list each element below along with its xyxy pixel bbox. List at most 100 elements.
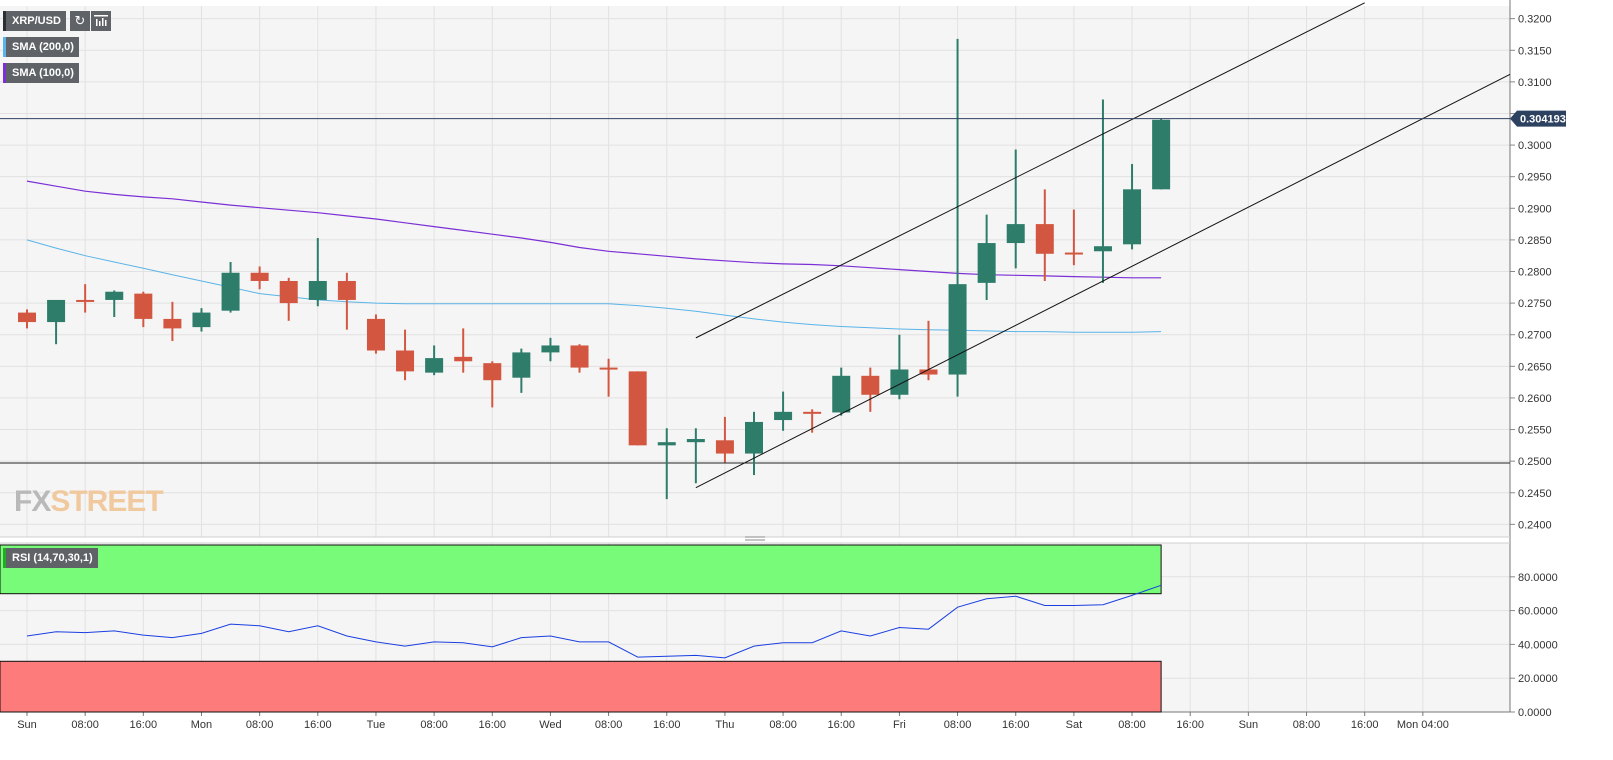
x-tick-label: Fri xyxy=(893,719,906,731)
candle-body xyxy=(977,243,996,283)
x-tick-label: 16:00 xyxy=(1176,719,1204,731)
candle-body xyxy=(192,312,211,328)
candle xyxy=(337,272,356,330)
rsi-oversold-zone xyxy=(0,660,1162,713)
candle-body xyxy=(890,369,909,395)
candle-body xyxy=(861,375,880,395)
rsi-legend[interactable]: RSI (14,70,30,1) xyxy=(3,548,98,568)
candle-body xyxy=(221,272,240,311)
watermark-street: STREET xyxy=(50,485,163,518)
candle xyxy=(599,358,618,397)
y-tick-label: 0.2850 xyxy=(1518,235,1552,247)
candle-body xyxy=(163,318,182,329)
sma200-legend[interactable]: SMA (200,0) xyxy=(3,37,79,57)
candle xyxy=(1093,99,1112,283)
channel-lower-line xyxy=(695,73,1511,489)
fxstreet-watermark: FXSTREET xyxy=(14,485,164,519)
x-tick-label: Sun xyxy=(1239,719,1259,731)
candle xyxy=(163,301,182,342)
x-tick-label: 16:00 xyxy=(653,719,681,731)
rsi-label: RSI (14,70,30,1) xyxy=(12,552,93,564)
candle-body xyxy=(948,284,967,375)
x-tick-label: 16:00 xyxy=(1002,719,1030,731)
y-tick-label: 0.2500 xyxy=(1518,456,1552,468)
candle-body xyxy=(105,291,124,300)
x-tick-label: 08:00 xyxy=(71,719,99,731)
candle xyxy=(570,344,589,373)
candle xyxy=(279,277,298,321)
y-tick-label: 0.2400 xyxy=(1518,519,1552,531)
y-tick-label: 0.2550 xyxy=(1518,425,1552,437)
x-tick-label: Sat xyxy=(1066,719,1083,731)
bar-style-button[interactable] xyxy=(91,11,111,31)
rsi-y-tick-label: 40.0000 xyxy=(1518,639,1558,651)
axis-bg xyxy=(1510,0,1613,760)
rsi-y-tick-label: 60.0000 xyxy=(1518,606,1558,618)
candle-body xyxy=(425,358,444,373)
candle xyxy=(18,309,36,329)
candle-body xyxy=(541,345,560,353)
candle-body xyxy=(1123,189,1142,245)
last-price-label: 0.304193 xyxy=(1520,114,1566,126)
candle xyxy=(1123,164,1142,250)
candle-body xyxy=(1064,252,1083,255)
rsi-y-tick-label: 80.0000 xyxy=(1518,572,1558,584)
candle xyxy=(686,428,705,484)
y-tick-label: 0.2600 xyxy=(1518,393,1552,405)
rsi-line xyxy=(26,584,1162,659)
candle xyxy=(192,308,211,332)
candle xyxy=(1064,209,1083,266)
x-tick-label: 08:00 xyxy=(769,719,797,731)
symbol-legend[interactable]: XRP/USD xyxy=(3,11,66,31)
sma100-legend[interactable]: SMA (100,0) xyxy=(3,63,79,83)
candle xyxy=(134,291,153,328)
watermark-fx: FX xyxy=(14,485,51,518)
candle-body xyxy=(512,352,531,378)
x-tick-label: 16:00 xyxy=(1351,719,1379,731)
candle-body xyxy=(18,312,36,323)
candle xyxy=(774,391,793,431)
candle-body xyxy=(76,299,95,302)
candle-body xyxy=(570,345,589,368)
candle xyxy=(919,320,938,381)
candle xyxy=(977,214,996,300)
y-tick-label: 0.3100 xyxy=(1518,77,1552,89)
candle-body xyxy=(47,299,66,323)
y-tick-label: 0.2750 xyxy=(1518,298,1552,310)
candle-body xyxy=(1152,119,1171,190)
candle-body xyxy=(1093,246,1112,252)
refresh-button[interactable]: ↻ xyxy=(70,11,90,31)
candle xyxy=(308,237,327,307)
candle-body xyxy=(919,369,938,375)
y-tick-label: 0.2950 xyxy=(1518,172,1552,184)
x-tick-label: 08:00 xyxy=(944,719,972,731)
y-tick-label: 0.2650 xyxy=(1518,361,1552,373)
symbol-label: XRP/USD xyxy=(12,15,61,27)
candle-body xyxy=(774,411,793,421)
candle-body xyxy=(483,363,502,381)
bar-chart-icon xyxy=(94,15,108,26)
candle-body xyxy=(396,350,415,372)
candle xyxy=(76,284,95,313)
y-tick-label: 0.3000 xyxy=(1518,140,1552,152)
candle xyxy=(221,262,240,313)
candle xyxy=(832,367,851,416)
x-tick-label: 16:00 xyxy=(130,719,158,731)
candle xyxy=(890,334,909,400)
candle xyxy=(715,416,734,463)
x-tick-label: 16:00 xyxy=(304,719,332,731)
candle xyxy=(47,299,66,345)
sma200-label: SMA (200,0) xyxy=(12,41,74,53)
x-tick-label: 08:00 xyxy=(1293,719,1321,731)
candle-body xyxy=(599,367,618,370)
y-tick-label: 0.2450 xyxy=(1518,488,1552,500)
candle-body xyxy=(832,375,851,413)
candle xyxy=(657,428,676,500)
candle xyxy=(541,337,560,362)
candle-body xyxy=(803,411,822,414)
x-tick-label: 08:00 xyxy=(246,719,274,731)
x-tick-label: Tue xyxy=(367,719,386,731)
candle-body xyxy=(366,318,385,351)
candle-body xyxy=(745,421,763,454)
